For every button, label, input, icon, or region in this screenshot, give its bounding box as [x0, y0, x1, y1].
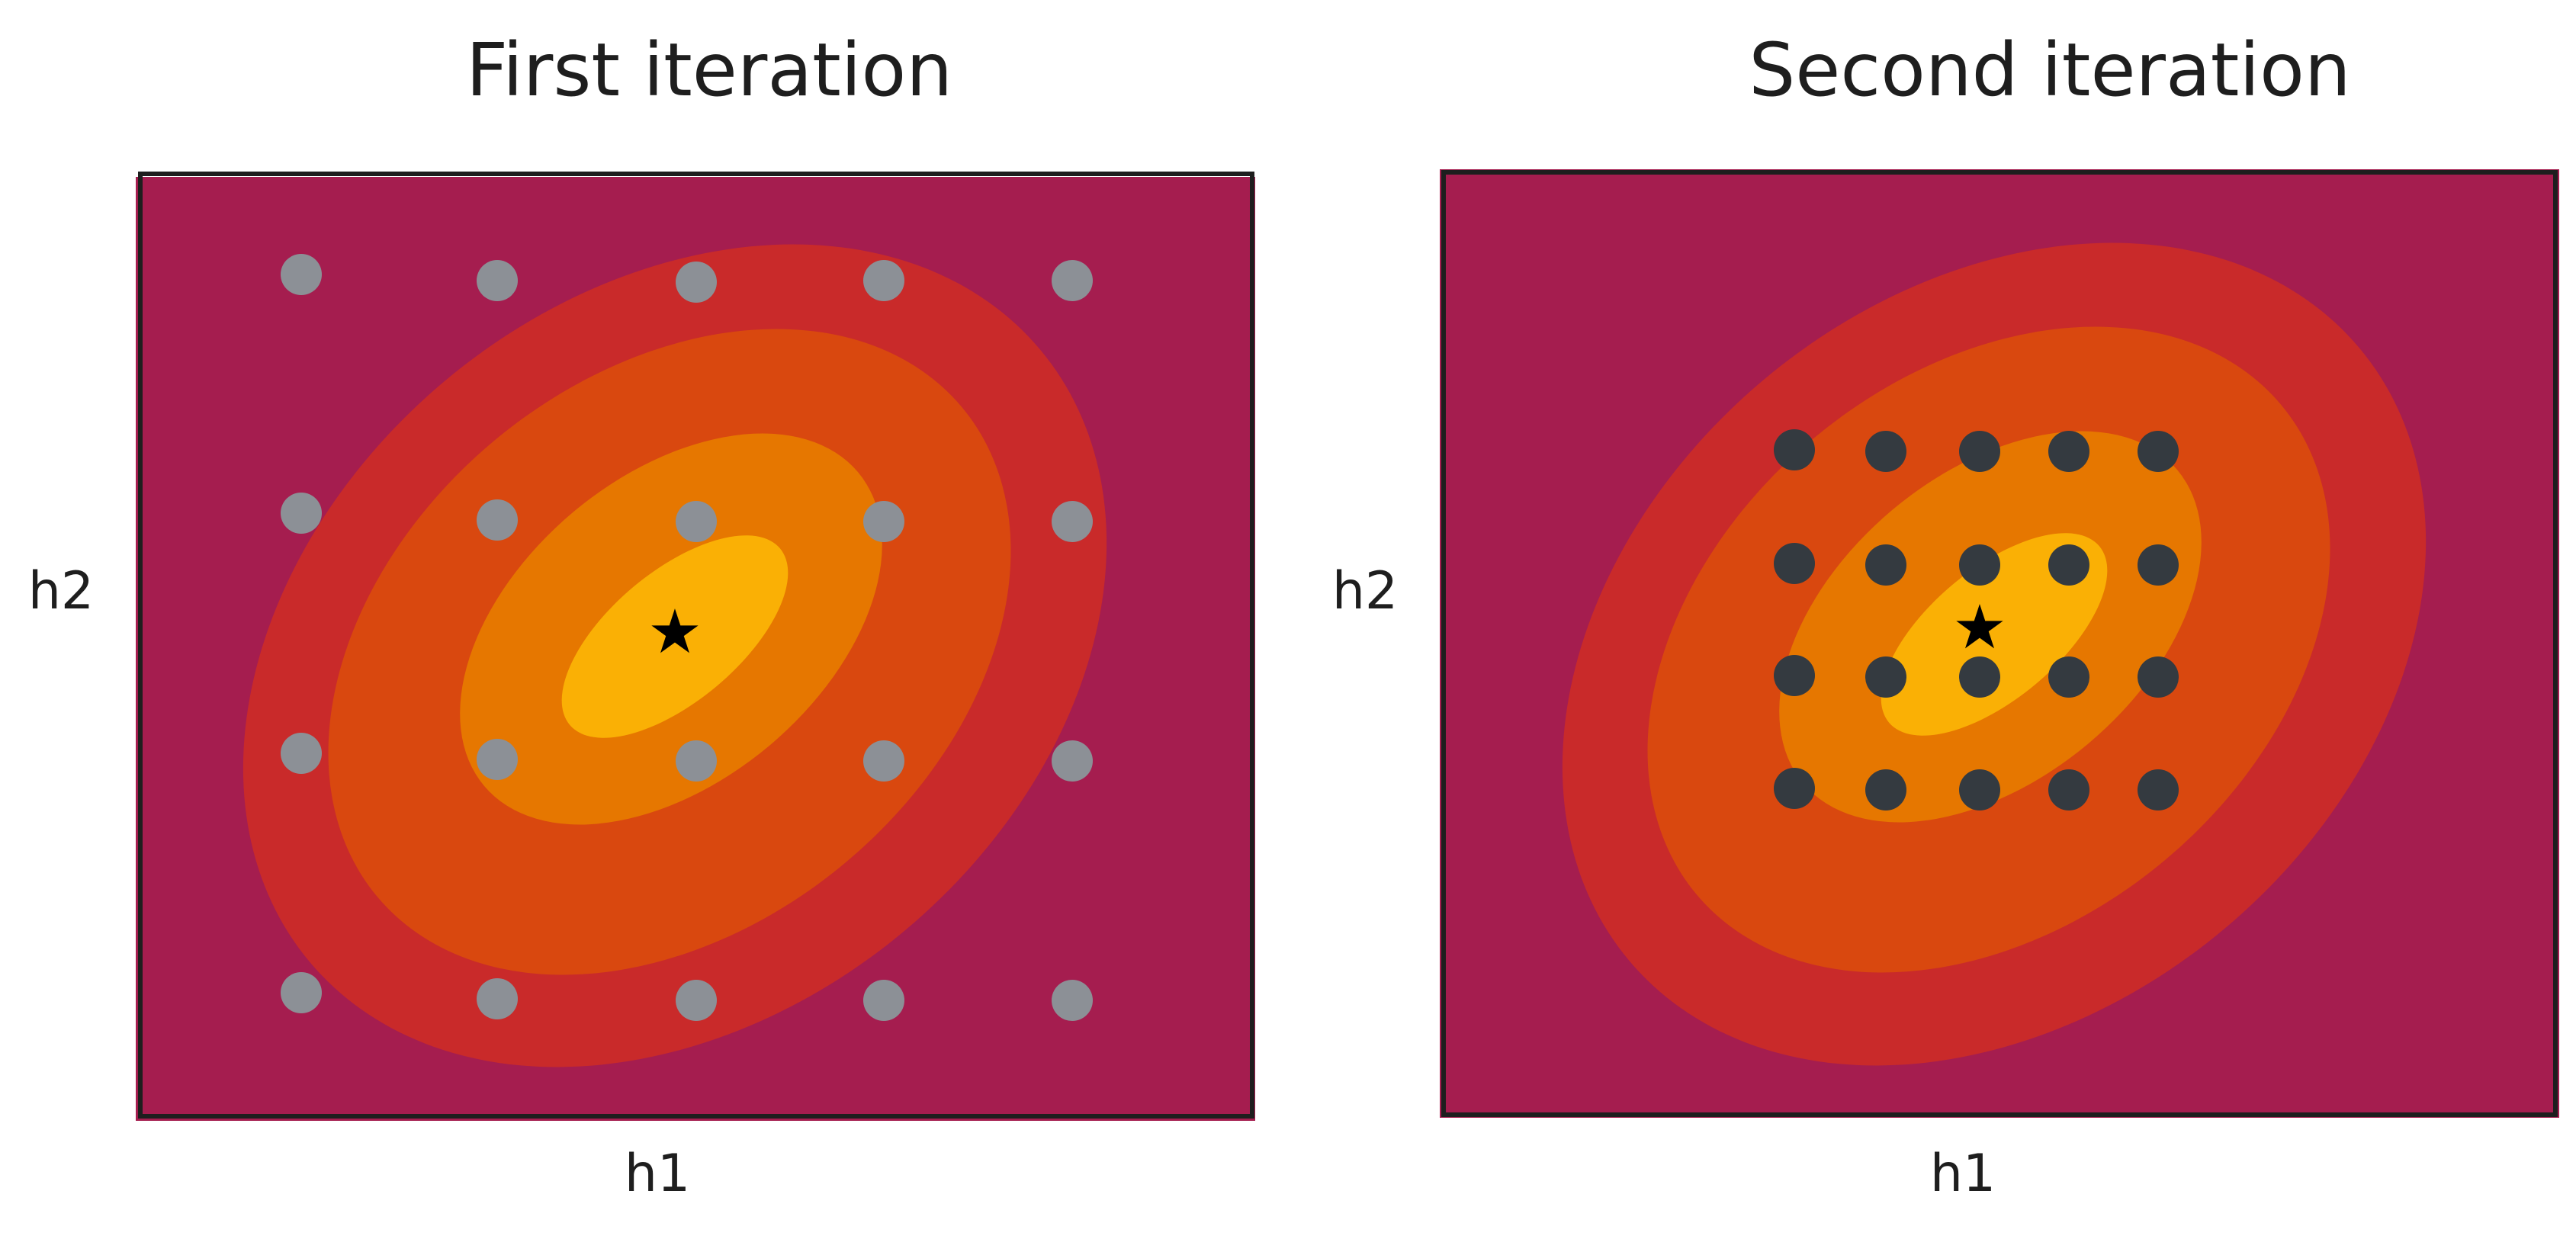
optimum-star-icon: ★	[647, 596, 702, 667]
sample-point	[1865, 769, 1906, 810]
sample-point	[1774, 429, 1815, 470]
sample-point	[2048, 656, 2089, 698]
sample-point	[676, 262, 717, 303]
sample-point	[1865, 656, 1906, 698]
optimum-star-icon: ★	[1952, 592, 2007, 663]
panel-second-iteration: Second iteration	[1332, 27, 2559, 1204]
sample-point	[863, 501, 904, 542]
sample-point	[1774, 655, 1815, 696]
sample-point	[1774, 768, 1815, 809]
sample-point	[676, 740, 717, 782]
sample-point	[676, 980, 717, 1021]
sample-point	[676, 501, 717, 542]
sample-point	[2048, 431, 2089, 472]
sample-point	[2138, 544, 2179, 586]
panel-title: Second iteration	[1749, 27, 2350, 113]
sample-point	[1774, 543, 1815, 584]
sample-point	[477, 739, 518, 780]
x-axis-label: h1	[625, 1144, 690, 1204]
sample-point	[2138, 656, 2179, 698]
sample-point	[281, 254, 322, 295]
sample-point	[2048, 769, 2089, 810]
plot-frame	[138, 172, 1254, 1119]
plot-frame	[1441, 170, 2558, 1117]
sample-point	[2048, 544, 2089, 586]
sample-point	[863, 740, 904, 782]
panel-title: First iteration	[466, 27, 952, 113]
sample-point	[2138, 769, 2179, 810]
sample-point	[1052, 260, 1093, 301]
sample-point	[1865, 544, 1906, 586]
sample-point	[477, 260, 518, 301]
sample-point	[1865, 431, 1906, 472]
x-axis-label: h1	[1930, 1144, 1996, 1204]
sample-point	[1959, 656, 2000, 698]
sample-point	[863, 980, 904, 1021]
sample-point	[1959, 544, 2000, 586]
sample-point	[1052, 740, 1093, 782]
sample-points	[281, 254, 1093, 1021]
contour-plot	[136, 177, 1255, 1121]
sample-point	[281, 493, 322, 534]
sample-point	[1052, 501, 1093, 542]
y-axis-label: h2	[1332, 561, 1398, 621]
sample-point	[1959, 431, 2000, 472]
sample-point	[1959, 769, 2000, 810]
contour-level-core	[1881, 533, 2108, 736]
sample-point	[863, 260, 904, 301]
y-axis-label: h2	[28, 561, 94, 621]
sample-point	[2138, 431, 2179, 472]
contour-plot	[1440, 169, 2559, 1118]
contour-level-core	[561, 535, 789, 738]
sample-point	[477, 499, 518, 541]
sample-point	[1052, 980, 1093, 1021]
panel-first-iteration: First iteration	[28, 27, 1255, 1204]
sample-point	[281, 972, 322, 1013]
sample-points	[1774, 429, 2179, 810]
sample-point	[477, 978, 518, 1019]
sample-point	[281, 733, 322, 774]
